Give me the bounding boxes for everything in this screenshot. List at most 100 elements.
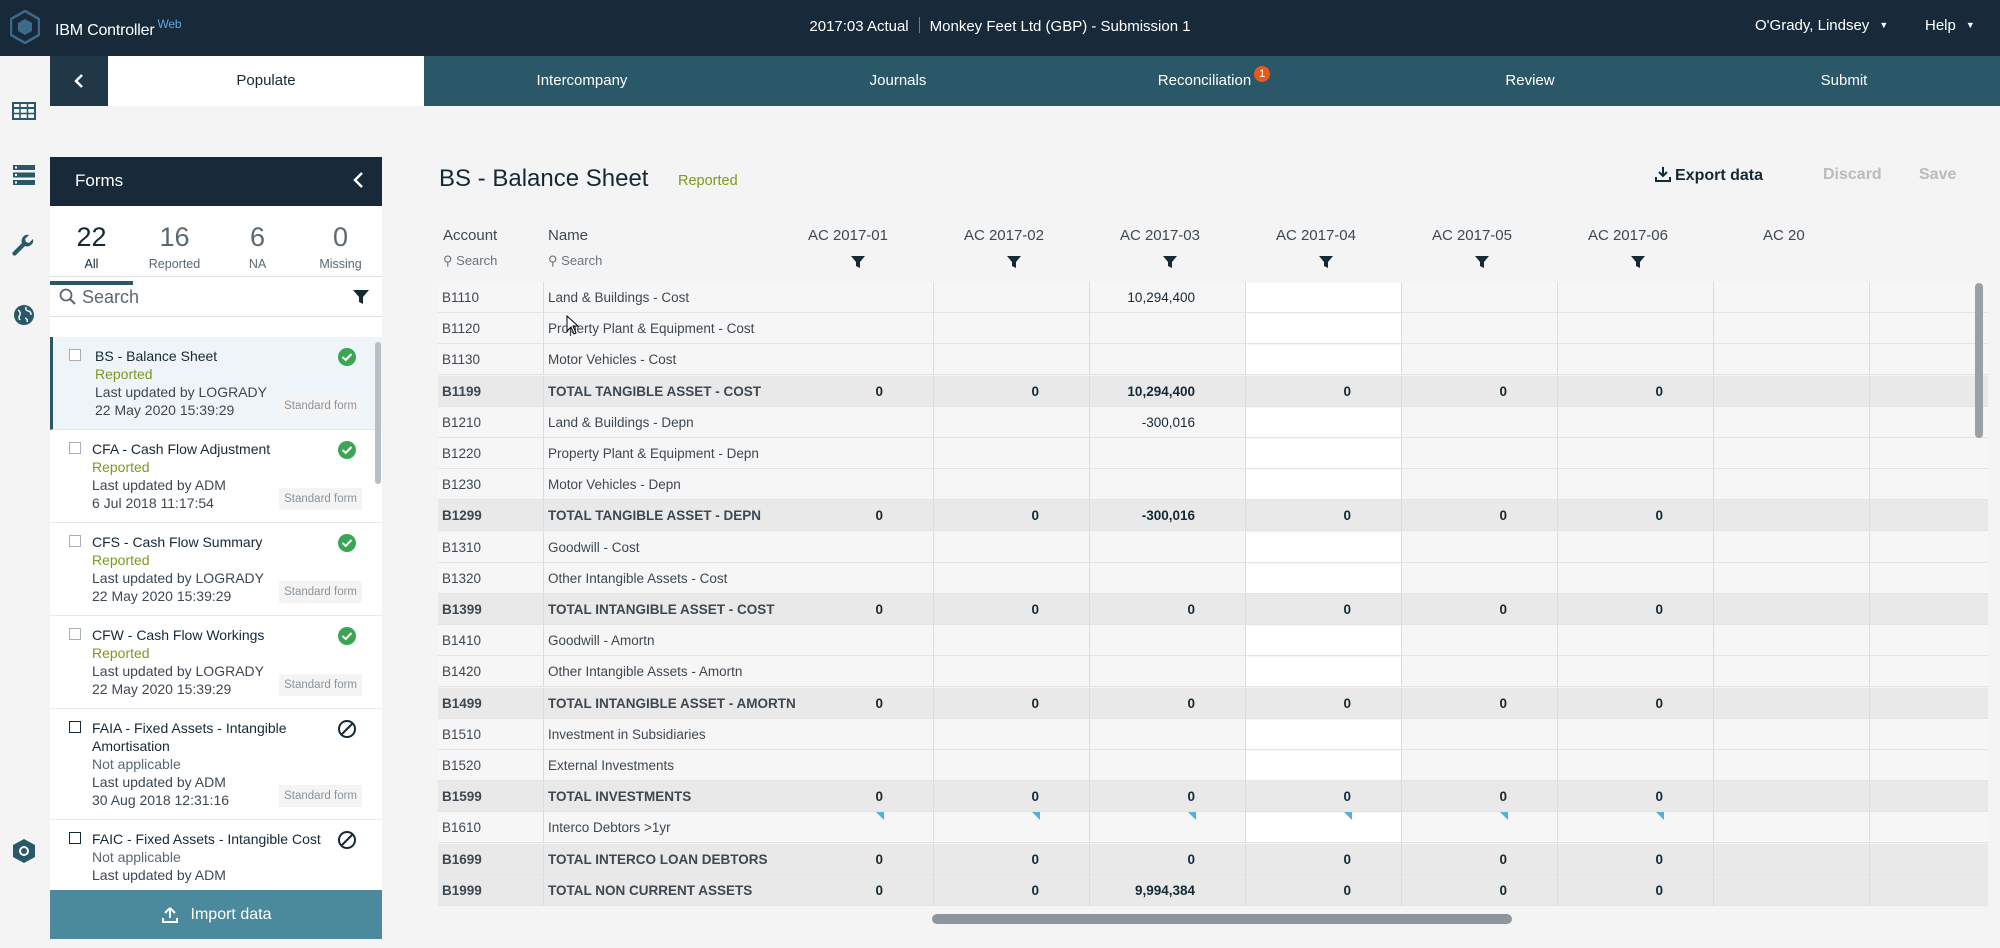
forms-list-scrollbar[interactable] xyxy=(375,342,381,484)
editable-cell[interactable] xyxy=(1246,813,1401,843)
form-checkbox[interactable] xyxy=(69,349,81,361)
cell-divider xyxy=(1401,344,1402,376)
grid-horizontal-scrollbar[interactable] xyxy=(932,914,1512,924)
value-cell: 10,294,400 xyxy=(1127,383,1195,399)
editable-cell[interactable] xyxy=(1246,314,1401,344)
discard-button[interactable]: Discard xyxy=(1823,166,1882,183)
value-cell[interactable]: 10,294,400 xyxy=(1127,290,1195,305)
period-column-header[interactable]: AC 2017-05 xyxy=(1431,227,1512,244)
column-filter-icon[interactable] xyxy=(1006,254,1022,270)
value-cell: 0 xyxy=(1499,508,1507,524)
cell-divider xyxy=(933,500,934,532)
cell-divider xyxy=(1713,750,1714,781)
cell-divider xyxy=(1245,500,1246,532)
list-item[interactable]: FAIA - Fixed Assets - Intangible Amortis… xyxy=(50,709,382,820)
form-status-counts: 22 All 16 Reported 6 NA 0 Missing xyxy=(50,206,382,285)
cell-divider xyxy=(1089,781,1090,813)
cell-divider xyxy=(933,594,934,625)
account-name: Land & Buildings - Cost xyxy=(548,290,690,305)
column-filter-icon[interactable] xyxy=(1162,254,1178,270)
list-item[interactable]: FAIC - Fixed Assets - Intangible Cost No… xyxy=(50,820,382,889)
grid-vertical-scrollbar[interactable] xyxy=(1975,283,1983,438)
tab-populate[interactable]: Populate xyxy=(108,56,424,106)
cell-divider xyxy=(1401,625,1402,657)
tab-intercompany[interactable]: Intercompany xyxy=(424,56,740,106)
cell-comment-flag[interactable] xyxy=(1032,812,1040,821)
value-cell[interactable]: -300,016 xyxy=(1141,414,1195,430)
table-icon[interactable] xyxy=(11,98,37,124)
column-filter-icon[interactable] xyxy=(850,254,866,270)
editable-cell[interactable] xyxy=(1246,626,1401,656)
editable-cell[interactable] xyxy=(1246,657,1401,687)
form-checkbox[interactable] xyxy=(69,535,81,547)
account-code: B1320 xyxy=(442,570,482,586)
editable-cell[interactable] xyxy=(1246,470,1401,500)
account-name: TOTAL INTERCO LOAN DEBTORS xyxy=(548,851,768,867)
forms-search-input[interactable] xyxy=(82,283,332,311)
editable-cell[interactable] xyxy=(1246,719,1401,749)
cell-divider xyxy=(1869,594,1870,625)
save-button[interactable]: Save xyxy=(1919,166,1957,183)
period-column-header[interactable]: AC 20 xyxy=(1763,227,1805,244)
form-checkbox[interactable] xyxy=(69,832,81,844)
cell-divider xyxy=(1089,750,1090,781)
column-filter-icon[interactable] xyxy=(1474,254,1490,270)
period-column-header[interactable]: AC 2017-02 xyxy=(963,227,1044,244)
editable-cell[interactable] xyxy=(1246,283,1401,312)
tab-journals[interactable]: Journals xyxy=(740,56,1056,106)
check-circle-icon xyxy=(338,348,356,366)
form-checkbox[interactable] xyxy=(69,628,81,640)
back-button[interactable] xyxy=(50,56,108,106)
tab-reconciliation[interactable]: Reconciliation 1 xyxy=(1056,56,1372,106)
editable-cell[interactable] xyxy=(1246,751,1401,780)
count-missing[interactable]: 0 Missing xyxy=(319,222,362,271)
list-item[interactable]: CFA - Cash Flow Adjustment Reported Last… xyxy=(50,430,382,523)
cell-comment-flag[interactable] xyxy=(876,812,884,821)
value-cell: 0 xyxy=(1343,882,1351,898)
filter-icon[interactable] xyxy=(352,288,370,306)
count-reported[interactable]: 16 Reported xyxy=(148,222,201,271)
cell-comment-flag[interactable] xyxy=(1344,812,1352,821)
cell-comment-flag[interactable] xyxy=(1188,812,1196,821)
download-icon xyxy=(1655,167,1671,182)
account-column-header[interactable]: Account xyxy=(443,227,498,244)
user-menu[interactable]: O'Grady, Lindsey ▼ xyxy=(1755,17,1889,34)
count-na[interactable]: 6 NA xyxy=(248,222,267,271)
wrench-icon[interactable] xyxy=(11,234,37,260)
editable-cell[interactable] xyxy=(1246,563,1401,593)
name-search-input[interactable]: ⚲ Search xyxy=(548,253,603,268)
help-menu[interactable]: Help ▼ xyxy=(1925,17,1975,34)
tab-review[interactable]: Review xyxy=(1372,56,1688,106)
export-data-button[interactable]: Export data xyxy=(1655,166,1763,185)
form-checkbox[interactable] xyxy=(69,442,81,454)
column-filter-icon[interactable] xyxy=(1630,254,1646,270)
list-item[interactable]: CFS - Cash Flow Summary Reported Last up… xyxy=(50,523,382,616)
chevron-left-icon[interactable] xyxy=(352,170,366,190)
period-column-header[interactable]: AC 2017-04 xyxy=(1275,227,1356,244)
list-item[interactable]: BS - Balance Sheet Reported Last updated… xyxy=(50,337,382,430)
form-checkbox[interactable] xyxy=(69,721,81,733)
editable-cell[interactable] xyxy=(1246,439,1401,468)
settings-hex-icon[interactable] xyxy=(11,838,37,864)
editable-cell[interactable] xyxy=(1246,407,1401,437)
cell-comment-flag[interactable] xyxy=(1656,812,1664,821)
cell-comment-flag[interactable] xyxy=(1500,812,1508,821)
column-filter-icon[interactable] xyxy=(1318,254,1334,270)
list-icon[interactable] xyxy=(11,162,37,188)
name-column-header[interactable]: Name xyxy=(548,227,589,244)
editable-cell[interactable] xyxy=(1246,345,1401,375)
cell-divider xyxy=(1245,562,1246,594)
period-column-header[interactable]: AC 2017-03 xyxy=(1119,227,1200,244)
cell-divider xyxy=(1713,469,1714,501)
count-all[interactable]: 22 All xyxy=(50,222,133,285)
cell-divider xyxy=(1713,313,1714,345)
editable-cell[interactable] xyxy=(1246,532,1401,562)
period-column-header[interactable]: AC 2017-06 xyxy=(1587,227,1668,244)
app-title[interactable]: IBM Controller Web xyxy=(55,17,182,39)
globe-icon[interactable] xyxy=(11,302,37,328)
period-column-header[interactable]: AC 2017-01 xyxy=(807,227,888,244)
tab-submit[interactable]: Submit xyxy=(1688,56,2000,106)
import-data-button[interactable]: Import data xyxy=(50,890,382,939)
account-search-input[interactable]: ⚲ Search xyxy=(443,253,498,268)
list-item[interactable]: CFW - Cash Flow Workings Reported Last u… xyxy=(50,616,382,709)
